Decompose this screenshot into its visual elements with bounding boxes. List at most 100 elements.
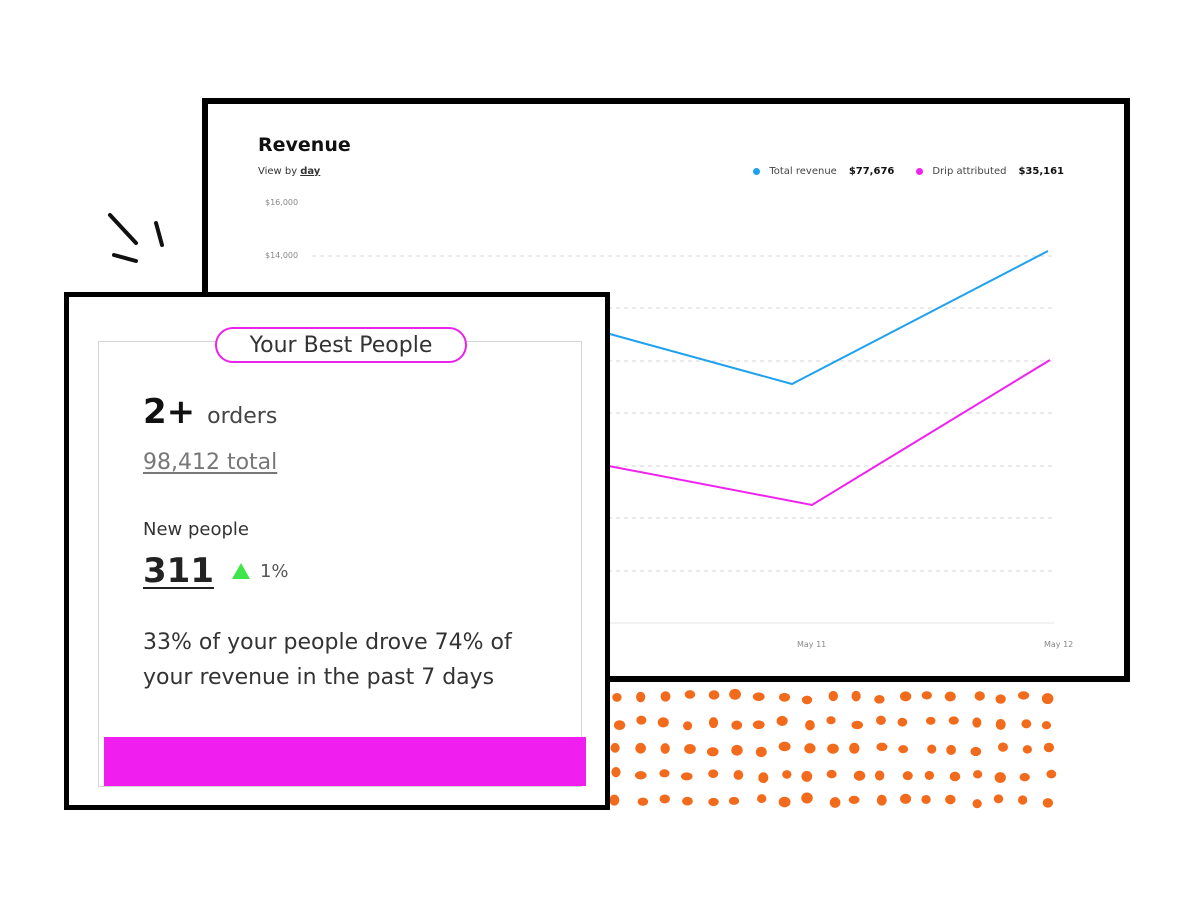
orange-dot	[752, 692, 765, 701]
orange-dot	[657, 717, 669, 728]
orange-dot	[609, 794, 620, 806]
orange-dot	[827, 743, 839, 754]
orange-dot	[972, 799, 982, 809]
orange-dot	[778, 796, 791, 808]
orange-dot	[755, 746, 767, 758]
orange-dot	[613, 720, 626, 731]
orders-total-link[interactable]: 98,412 total	[143, 450, 278, 475]
orders-count: 2+	[143, 392, 196, 432]
orange-dot	[897, 717, 908, 727]
orange-dot	[1041, 693, 1054, 705]
legend-dot-icon	[753, 168, 761, 175]
chart-legend: Total revenue $77,676 Drip attributed $3…	[731, 166, 1064, 177]
orange-dot	[1046, 769, 1057, 779]
y-tick-label: $16,000	[265, 198, 298, 207]
new-people-count-link[interactable]: 311	[143, 551, 214, 591]
orange-dot	[684, 743, 696, 755]
orange-dot	[729, 688, 741, 700]
orange-dot	[949, 771, 961, 782]
x-tick-label: May 11	[797, 640, 826, 649]
orange-dot	[973, 770, 983, 779]
orange-dot	[993, 794, 1004, 804]
legend-label: Total revenue	[769, 166, 837, 177]
orange-dot	[876, 715, 886, 726]
orange-dot	[849, 742, 860, 754]
orange-dot	[782, 770, 792, 779]
orange-dot	[829, 797, 841, 808]
orange-dot	[683, 721, 693, 731]
orange-dot	[801, 695, 813, 705]
orange-dot	[731, 744, 743, 756]
revenue-summary-text: 33% of your people drove 74% of your rev…	[143, 630, 512, 690]
orange-dot	[997, 742, 1008, 752]
view-by-label: View by	[258, 166, 298, 177]
orange-dot	[1022, 745, 1032, 754]
orange-dot	[706, 747, 719, 757]
best-people-title: Your Best People	[215, 327, 467, 363]
orange-dot	[1042, 798, 1054, 808]
orange-dot	[974, 691, 985, 701]
new-people-stat: 311 1%	[143, 551, 289, 591]
percent-change: 1%	[259, 560, 289, 582]
orange-dot	[970, 746, 982, 757]
orange-dot	[660, 743, 670, 754]
orange-dot	[805, 719, 815, 731]
orange-dot	[853, 770, 866, 781]
orange-dot	[900, 793, 912, 804]
orange-dot	[921, 691, 932, 700]
orange-dot	[902, 771, 913, 781]
orange-dot	[776, 715, 788, 726]
orange-dot	[708, 797, 719, 807]
new-people-label: New people	[143, 519, 249, 540]
orange-dot	[876, 794, 887, 806]
orange-dot	[944, 691, 956, 702]
orange-dot	[752, 720, 765, 730]
series-line-drip-attributed	[587, 359, 1051, 507]
orange-dot	[757, 794, 767, 804]
orange-dot	[1041, 721, 1052, 730]
orange-dot	[708, 717, 719, 729]
orange-dot	[801, 792, 813, 804]
sparkle-decoration	[108, 213, 164, 263]
orange-dot	[659, 794, 671, 804]
legend-value: $35,161	[1018, 166, 1064, 177]
orange-dot	[728, 796, 740, 805]
orange-dot	[828, 690, 839, 702]
orange-dot	[680, 772, 693, 781]
orange-dot	[684, 690, 696, 699]
legend-total-revenue[interactable]: Total revenue $77,676	[753, 166, 894, 177]
orange-dot	[611, 767, 621, 778]
orange-dot	[636, 715, 647, 725]
orange-dot	[876, 742, 888, 752]
view-by-dropdown[interactable]: day	[300, 166, 321, 177]
orange-dot	[1017, 691, 1030, 700]
view-by-control: View by day	[258, 166, 320, 177]
orange-dot	[924, 770, 935, 780]
orange-dot	[804, 743, 816, 754]
orange-dot	[927, 744, 937, 754]
best-people-card: Your Best People 2+ orders 98,412 total …	[64, 292, 610, 810]
dot-pattern-decoration	[609, 688, 1057, 809]
orange-dot	[731, 720, 743, 730]
y-tick-label: $14,000	[265, 251, 298, 260]
orange-dot	[779, 692, 791, 702]
orange-dot	[778, 741, 791, 752]
orange-dot	[995, 694, 1006, 704]
orange-dot	[758, 772, 769, 784]
orange-dot	[634, 771, 647, 780]
orange-dot	[637, 797, 649, 806]
orange-dot	[708, 690, 720, 700]
orders-summary: 2+ orders	[143, 392, 277, 432]
orange-dot	[659, 769, 670, 778]
orange-dot	[1018, 795, 1028, 805]
triangle-up-icon	[231, 563, 250, 579]
orange-dot	[946, 744, 956, 756]
orange-dot	[898, 745, 909, 754]
legend-drip-attributed[interactable]: Drip attributed $35,161	[916, 166, 1064, 177]
revenue-title: Revenue	[258, 134, 351, 156]
legend-dot-icon	[916, 168, 924, 175]
orange-dot	[972, 717, 982, 728]
orange-dot	[610, 742, 620, 753]
legend-label: Drip attributed	[932, 166, 1007, 177]
orange-dot	[851, 690, 861, 702]
